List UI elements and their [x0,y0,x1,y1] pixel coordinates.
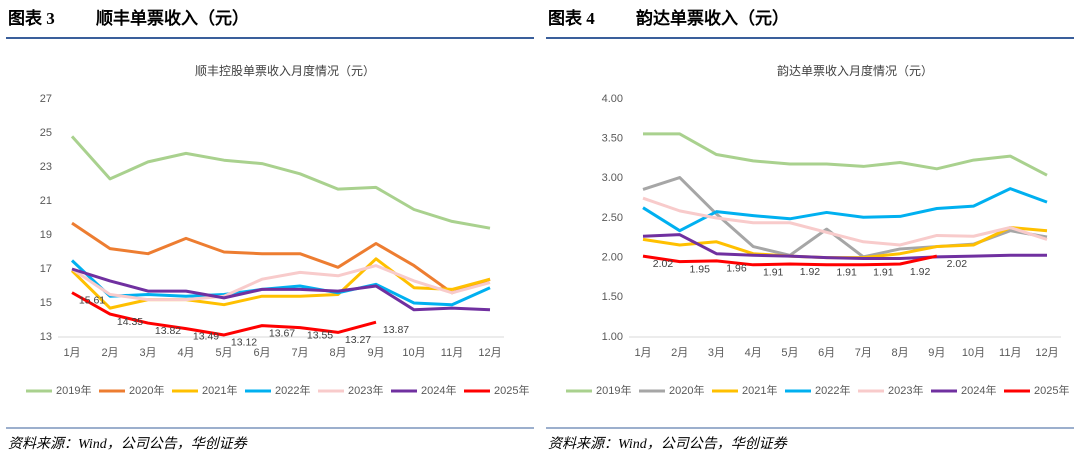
data-label: 1.91 [873,267,894,279]
y-tick-label: 3.50 [602,133,623,145]
x-tick-label: 8月 [892,347,909,359]
x-tick-label: 4月 [177,347,194,359]
x-tick-label: 7月 [291,347,308,359]
data-label: 15.61 [79,294,105,306]
figure-label: 图表 3 [8,8,55,28]
legend-label: 2025年 [1034,383,1069,397]
series-line [70,257,491,310]
series-line [643,132,1048,177]
data-label: 1.96 [726,263,747,275]
x-tick-label: 1月 [63,347,80,359]
series-line [642,254,938,267]
y-tick-label: 2.00 [602,252,623,264]
x-tick-label: 4月 [745,347,762,359]
x-tick-label: 3月 [139,347,156,359]
y-tick-label: 4.00 [602,93,623,105]
y-tick-label: 1.50 [602,291,623,303]
data-label: 13.82 [155,325,181,337]
x-tick-label: 12月 [478,347,501,359]
data-label: 2.02 [653,258,674,270]
x-tick-label: 11月 [441,347,463,359]
y-tick-label: 2.50 [602,212,623,224]
heading: 韵达单票收入（元） [636,8,789,28]
x-tick-label: 10月 [402,347,425,359]
legend-label: 2023年 [888,383,923,397]
legend-label: 2024年 [961,383,996,397]
data-label: 1.92 [910,266,931,278]
data-label: 1.95 [690,263,711,275]
y-tick-label: 1.00 [602,331,623,343]
y-tick-label: 27 [40,93,52,105]
data-label: 13.27 [345,334,371,346]
series-line [642,196,1048,247]
x-tick-label: 8月 [329,347,346,359]
data-label: 1.91 [763,267,784,279]
legend-label: 2020年 [129,383,164,397]
data-label: 13.55 [307,329,333,341]
data-label: 13.12 [231,337,257,349]
legend-label: 2025年 [494,383,529,397]
legend-label: 2021年 [202,383,237,397]
x-tick-label: 11月 [999,347,1021,359]
x-tick-label: 7月 [855,347,872,359]
series-line [70,135,491,230]
x-tick-label: 1月 [634,347,651,359]
y-tick-label: 15 [40,297,52,309]
legend-label: 2022年 [815,383,850,397]
series-line [71,264,491,302]
data-label: 13.67 [269,327,295,339]
x-tick-label: 3月 [708,347,725,359]
data-label: 13.49 [193,330,219,342]
y-tick-label: 23 [40,161,52,173]
data-label: 13.87 [383,324,409,336]
x-tick-label: 2月 [671,347,688,359]
legend-label: 2022年 [275,383,310,397]
legend-label: 2023年 [348,383,383,397]
figure-label: 图表 4 [548,8,595,28]
legend-label: 2019年 [596,383,631,397]
x-tick-label: 10月 [962,347,985,359]
chart-title: 韵达单票收入月度情况（元） [777,63,933,78]
series-line [642,187,1048,233]
legend-label: 2019年 [56,383,91,397]
x-tick-label: 5月 [215,347,232,359]
y-tick-label: 25 [40,127,52,139]
source: 资料来源：Wind，公司公告，华创证券 [548,436,788,452]
x-tick-label: 5月 [781,347,798,359]
data-label: 1.92 [800,266,821,278]
data-label: 2.02 [947,258,968,270]
legend-label: 2024年 [421,383,456,397]
series-line [642,233,1047,260]
x-tick-label: 12月 [1035,347,1058,359]
data-label: 1.91 [836,267,857,279]
y-tick-label: 21 [40,195,52,207]
y-tick-label: 13 [40,331,52,343]
series-line [71,267,491,312]
series-line [71,221,491,295]
x-tick-label: 6月 [818,347,835,359]
y-tick-label: 3.00 [602,172,623,184]
series-line [71,291,377,337]
y-tick-label: 19 [40,229,52,241]
x-tick-label: 9月 [928,347,945,359]
x-tick-label: 6月 [253,347,270,359]
x-tick-label: 9月 [367,347,384,359]
legend-label: 2021年 [742,383,777,397]
series-line [70,259,491,307]
legend-label: 2020年 [669,383,704,397]
heading: 顺丰单票收入（元） [96,8,249,28]
source: 资料来源：Wind，公司公告，华创证券 [8,436,248,452]
x-tick-label: 2月 [101,347,118,359]
chart-title: 顺丰控股单票收入月度情况（元） [195,63,375,78]
y-tick-label: 17 [40,263,52,275]
data-label: 14.35 [117,316,143,328]
